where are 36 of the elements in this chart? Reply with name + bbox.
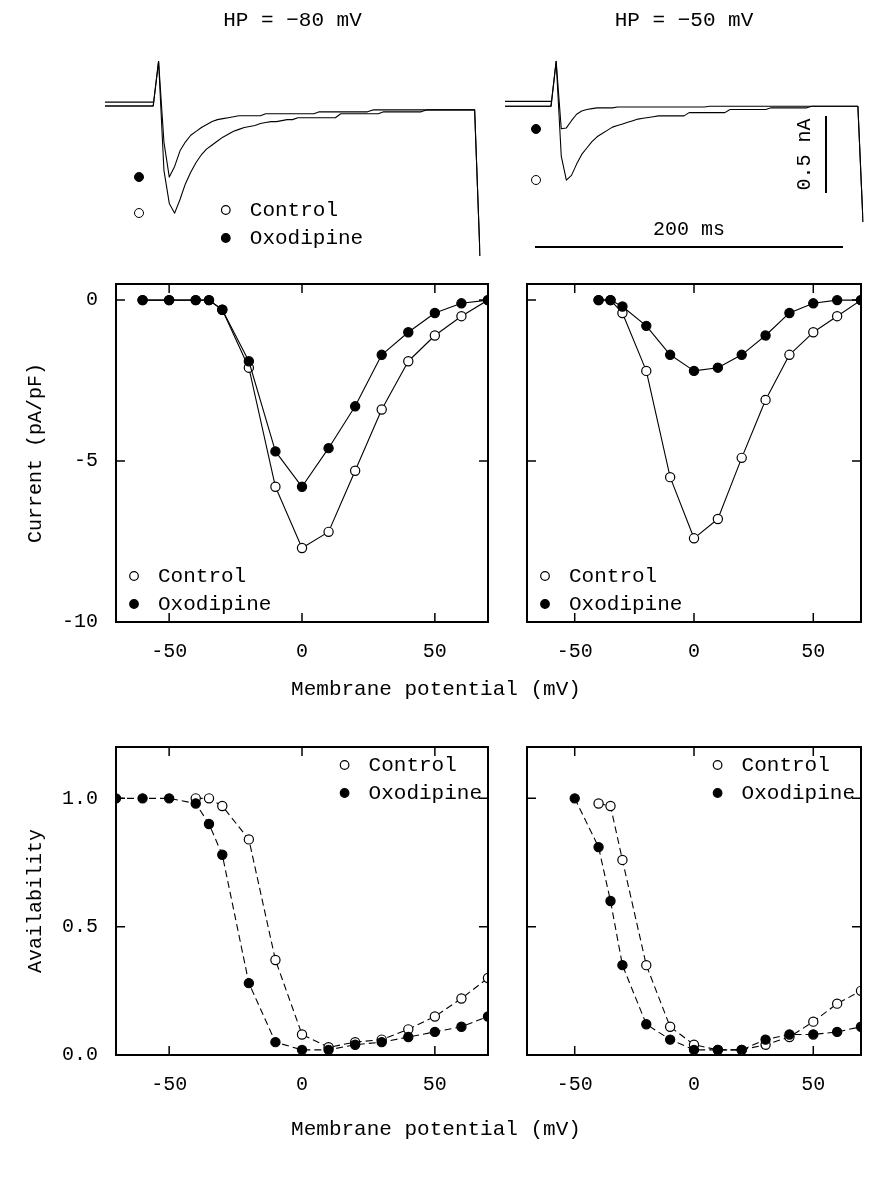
legend-label: Oxodipine bbox=[249, 226, 364, 250]
x-tick-label: -50 bbox=[151, 1073, 188, 1097]
legend-label: Control bbox=[249, 198, 339, 222]
y-tick-label: -10 bbox=[61, 610, 99, 634]
x-tick-label: 0 bbox=[687, 1073, 701, 1097]
y-tick-label: 0.5 bbox=[61, 914, 99, 938]
x-tick-label: 50 bbox=[422, 1073, 447, 1097]
x-tick-label: -50 bbox=[556, 640, 593, 664]
x-tick-label: 50 bbox=[422, 640, 447, 664]
legend-label: Oxodipine bbox=[158, 592, 272, 616]
y-tick-label: -5 bbox=[73, 449, 99, 473]
legend-label: Oxodipine bbox=[569, 592, 683, 616]
x-tick-label: 50 bbox=[801, 1073, 826, 1097]
y-tick-label: 0.0 bbox=[61, 1043, 99, 1067]
legend-label: Oxodipine bbox=[741, 781, 855, 805]
legend-label: Control bbox=[158, 564, 247, 588]
y-axis-title: Availability bbox=[24, 828, 48, 974]
y-axis-title: Current (pA/pF) bbox=[24, 362, 48, 544]
x-tick-label: 0 bbox=[296, 640, 309, 664]
y-tick-label: 1.0 bbox=[61, 786, 99, 810]
x-tick-label: -50 bbox=[151, 640, 188, 664]
x-tick-label: 0 bbox=[296, 1073, 309, 1097]
x-tick-label: 0 bbox=[687, 640, 701, 664]
annotation: 200 ms bbox=[652, 218, 726, 242]
legend-label: Control bbox=[741, 753, 830, 777]
chart-title: HP = −80 mV bbox=[223, 9, 363, 33]
legend-label: Control bbox=[368, 753, 457, 777]
x-axis-title: Membrane potential (mV) bbox=[291, 1118, 581, 1141]
x-tick-label: -50 bbox=[556, 1073, 593, 1097]
x-tick-label: 50 bbox=[801, 640, 826, 664]
y-tick-label: 0 bbox=[85, 288, 99, 312]
x-axis-title: Membrane potential (mV) bbox=[291, 678, 581, 701]
chart-title: HP = −50 mV bbox=[614, 9, 754, 33]
annotation: 0.5 nA bbox=[793, 118, 817, 191]
legend-label: Oxodipine bbox=[368, 781, 482, 805]
legend-label: Control bbox=[569, 564, 658, 588]
